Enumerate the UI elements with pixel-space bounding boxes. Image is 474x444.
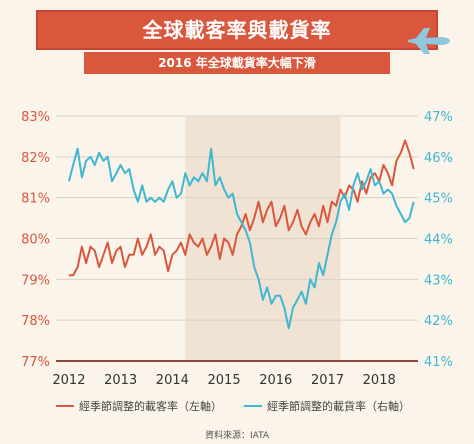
y-left-tick-label: 77% [21, 355, 50, 370]
x-tick-label: 2013 [104, 373, 137, 388]
y-right-tick-label: 42% [424, 314, 453, 329]
x-tick-label: 2012 [52, 373, 85, 388]
chart-title: 全球載客率與載貨率 [142, 18, 332, 42]
y-left-tick-label: 81% [21, 192, 50, 207]
chart-subtitle: 2016 年全球載貨率大幅下滑 [84, 52, 390, 74]
title-ribbon [36, 10, 438, 50]
legend-label-cargo: 經季節調整的載貨率（右軸） [267, 400, 410, 413]
series-line-cargo [67, 147, 415, 330]
y-left-tick-label: 80% [21, 233, 50, 248]
y-left-tick-label: 79% [21, 273, 50, 288]
y-right-tick-label: 45% [424, 192, 453, 207]
legend: 經季節調整的載客率（左軸） 經季節調整的載貨率（右軸） [20, 398, 460, 416]
y-right-tick-label: 47% [424, 110, 453, 125]
legend-item-cargo: 經季節調整的載貨率（右軸） [244, 398, 410, 414]
y-right-tick-label: 41% [424, 355, 453, 370]
legend-item-passenger: 經季節調整的載客率（左軸） [56, 398, 222, 414]
x-tick-label: 2015 [208, 373, 241, 388]
title-banner: 全球載客率與載貨率 2016 年全球載貨率大幅下滑 [36, 10, 438, 74]
y-right-tick-label: 43% [424, 273, 453, 288]
source-note: 資料來源：IATA [204, 431, 270, 441]
chart-area: 77% 41% 78% 42% 79% 43% 80% 44% 81% 45% 82% 46% 83% 4… [21, 110, 453, 388]
y-left-tick-label: 78% [21, 314, 50, 329]
legend-swatch-cargo [244, 405, 262, 407]
legend-label-passenger: 經季節調整的載客率（左軸） [79, 400, 222, 413]
airplane-icon [408, 28, 450, 54]
legend-swatch-passenger [56, 405, 74, 407]
x-tick-label: 2016 [259, 373, 292, 388]
y-right-tick-label: 46% [424, 151, 453, 166]
x-tick-label: 2014 [156, 373, 189, 388]
y-right-tick-label: 44% [424, 233, 453, 248]
y-left-tick-label: 82% [21, 151, 50, 166]
y-left-tick-label: 83% [21, 110, 50, 125]
series-line-passenger [68, 139, 415, 277]
x-tick-label: 2017 [311, 373, 344, 388]
x-tick-label: 2018 [363, 373, 396, 388]
